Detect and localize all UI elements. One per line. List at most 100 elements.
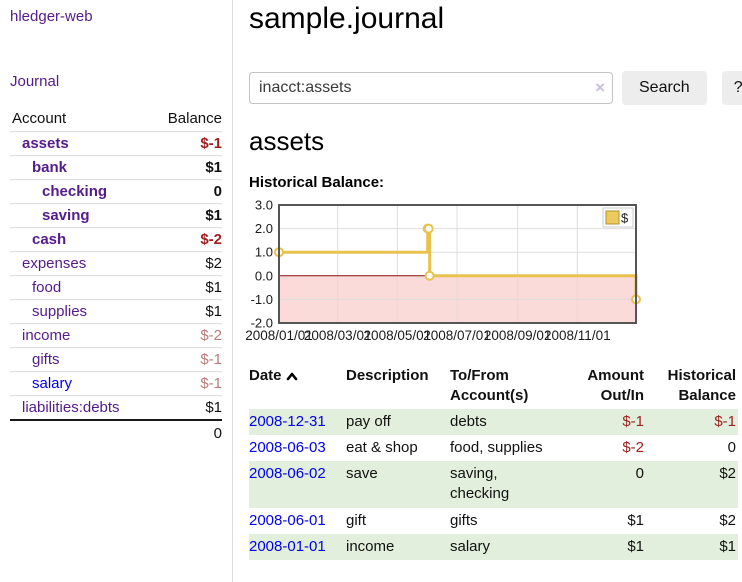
sidebar-account-link[interactable]: salary bbox=[10, 371, 151, 396]
register-accounts: gifts bbox=[450, 511, 478, 529]
account-balance: $1 bbox=[150, 395, 222, 420]
account-row: checking 0 bbox=[10, 179, 222, 204]
register-amount: $1 bbox=[627, 511, 644, 529]
register-header-amount: Amount Out/In bbox=[587, 367, 644, 405]
register-row: 2008-01-01 income salary $1 $1 bbox=[249, 533, 738, 560]
sidebar-account-link[interactable]: liabilities:debts bbox=[10, 395, 151, 420]
svg-text:2008/01/01: 2008/01/01 bbox=[245, 328, 313, 343]
register-row: 2008-06-03 eat & shop food, supplies $-2 0 bbox=[249, 435, 738, 461]
accounts-total-row: 0 bbox=[10, 419, 222, 446]
sidebar-account-link[interactable]: expenses bbox=[10, 251, 151, 276]
sort-ascending-icon bbox=[286, 372, 297, 381]
sidebar-account-link[interactable]: saving bbox=[10, 203, 151, 228]
register-accounts: debts bbox=[450, 412, 487, 430]
account-balance: $-2 bbox=[150, 323, 222, 348]
register-description: pay off bbox=[346, 412, 391, 430]
register-balance: $-1 bbox=[714, 412, 736, 430]
account-row: income $-2 bbox=[10, 323, 222, 348]
accounts-total-value: 0 bbox=[150, 419, 222, 446]
account-row: supplies $1 bbox=[10, 299, 222, 324]
svg-text:-1.0: -1.0 bbox=[251, 292, 273, 307]
account-balance: $-1 bbox=[150, 347, 222, 372]
register-row: 2008-12-31 pay off debts $-1 $-1 bbox=[249, 408, 738, 435]
register-date-link[interactable]: 2008-06-01 bbox=[249, 511, 326, 529]
register-description: gift bbox=[346, 511, 367, 529]
register-description: eat & shop bbox=[346, 438, 418, 456]
sidebar-account-link[interactable]: cash bbox=[10, 227, 151, 252]
register-balance: 0 bbox=[727, 438, 736, 456]
register-row: 2008-06-02 save saving, checking 0 $2 bbox=[249, 461, 738, 508]
accounts-header-row: Account Balance bbox=[10, 107, 222, 132]
register-amount: $-2 bbox=[622, 438, 644, 456]
register-balance: $2 bbox=[719, 465, 736, 482]
register-date-link[interactable]: 2008-12-31 bbox=[249, 412, 326, 430]
clear-search-icon[interactable]: × bbox=[595, 78, 605, 97]
register-accounts: saving, checking bbox=[450, 465, 510, 503]
register-balance: $2 bbox=[719, 511, 736, 529]
register-row: 2008-06-01 gift gifts $1 $2 bbox=[249, 508, 738, 534]
sidebar-account-link[interactable]: supplies bbox=[10, 299, 151, 324]
svg-text:2008/07/01: 2008/07/01 bbox=[423, 328, 491, 343]
account-balance: $1 bbox=[150, 275, 222, 300]
register-date-link[interactable]: 2008-06-03 bbox=[249, 438, 326, 456]
register-description: save bbox=[346, 465, 378, 482]
register-amount: $1 bbox=[627, 537, 644, 555]
accounts-header-balance: Balance bbox=[167, 110, 222, 127]
svg-text:0.0: 0.0 bbox=[255, 268, 273, 283]
sidebar-account-link[interactable]: checking bbox=[10, 179, 151, 204]
spacer bbox=[10, 419, 151, 446]
historical-balance-chart: 3.0 2.0 1.0 0.0 -1.0 -2.02008/01/012008/03/01… bbox=[245, 198, 641, 343]
account-balance: $1 bbox=[150, 155, 222, 180]
sidebar-account-link[interactable]: food bbox=[10, 275, 151, 300]
account-row: food $1 bbox=[10, 275, 222, 300]
register-accounts: salary bbox=[450, 537, 491, 555]
search-input[interactable] bbox=[249, 72, 613, 104]
register-accounts: food, supplies bbox=[450, 438, 543, 456]
svg-text:3.0: 3.0 bbox=[255, 198, 273, 213]
page-title: sample.journal bbox=[249, 2, 445, 35]
account-row: salary $-1 bbox=[10, 371, 222, 396]
help-button[interactable]: ? bbox=[721, 71, 742, 105]
register-amount: $-1 bbox=[622, 412, 644, 430]
app-title-link[interactable]: hledger-web bbox=[10, 8, 93, 25]
sidebar-account-link[interactable]: income bbox=[10, 323, 151, 348]
chart-container: 3.0 2.0 1.0 0.0 -1.0 -2.0 2008/01/01 2008/03/01… bbox=[245, 197, 742, 347]
sidebar: hledger-web Journal Account Balance asse… bbox=[0, 0, 233, 582]
search-box: × bbox=[249, 72, 613, 104]
account-balance: $-1 bbox=[150, 131, 222, 156]
account-balance: $1 bbox=[150, 203, 222, 228]
account-balance: 0 bbox=[150, 179, 222, 204]
register-balance: $1 bbox=[719, 537, 736, 555]
accounts-table: Account Balance assets $-1 bank $1 checking 0… bbox=[10, 107, 222, 446]
account-row: gifts $-1 bbox=[10, 347, 222, 372]
register-header-description: Description bbox=[346, 367, 429, 384]
search-form: × Search ? bbox=[249, 71, 742, 105]
account-row: bank $1 bbox=[10, 155, 222, 180]
svg-text:2.0: 2.0 bbox=[255, 221, 273, 236]
register-header-accounts: To/From Account(s) bbox=[450, 367, 529, 405]
register-header-row: Date Description To/From Account(s) Amou… bbox=[249, 364, 738, 409]
sidebar-account-link[interactable]: gifts bbox=[10, 347, 151, 372]
svg-text:-2.0: -2.0 bbox=[251, 316, 273, 331]
sidebar-account-link[interactable]: assets bbox=[10, 131, 151, 156]
accounts-header-account: Account bbox=[12, 110, 67, 127]
sidebar-item-journal[interactable]: Journal bbox=[10, 73, 60, 90]
sidebar-account-link[interactable]: bank bbox=[10, 155, 151, 180]
register-header-balance: Historical Balance bbox=[667, 367, 736, 405]
account-row: saving $1 bbox=[10, 203, 222, 228]
register-table: Date Description To/From Account(s) Amou… bbox=[249, 364, 738, 560]
register-date-link[interactable]: 2008-01-01 bbox=[249, 537, 326, 555]
account-balance: $-2 bbox=[150, 227, 222, 252]
account-row: cash $-2 bbox=[10, 227, 222, 252]
register-description: income bbox=[346, 537, 395, 555]
svg-text:1.0: 1.0 bbox=[255, 245, 273, 260]
search-button[interactable]: Search bbox=[622, 71, 707, 105]
register-header-date[interactable]: Date bbox=[249, 364, 346, 409]
register-amount: 0 bbox=[635, 465, 644, 482]
svg-text:2008/03/01: 2008/03/01 bbox=[304, 328, 372, 343]
account-balance: $1 bbox=[150, 299, 222, 324]
register-date-link[interactable]: 2008-06-02 bbox=[249, 465, 326, 482]
svg-text:2008/05/01: 2008/05/01 bbox=[364, 328, 432, 343]
account-balance: $2 bbox=[150, 251, 222, 276]
